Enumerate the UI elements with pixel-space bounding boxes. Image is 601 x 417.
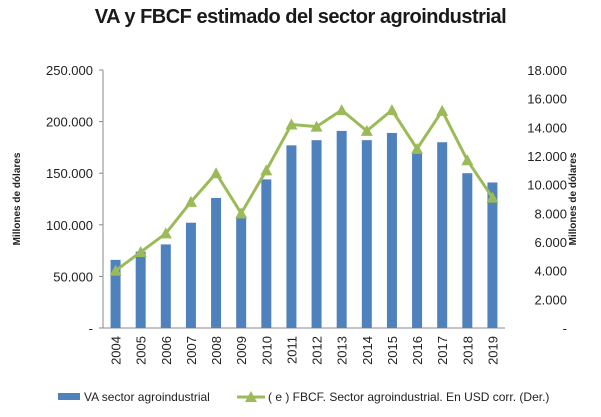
bar: [286, 145, 297, 328]
x-tick-label: 2012: [310, 336, 325, 365]
bar: [236, 216, 247, 328]
y-axis-label: Millones de dólares: [12, 152, 23, 245]
fbcf-point: [109, 264, 122, 276]
fbcf-point: [260, 164, 273, 176]
bar: [160, 244, 171, 328]
x-tick-label: 2009: [234, 336, 249, 365]
bar: [135, 251, 146, 328]
x-tick-label: 2007: [184, 336, 199, 365]
bar: [412, 151, 423, 328]
bar: [110, 259, 121, 328]
right-tick-label: 8.000: [534, 206, 567, 221]
bar: [336, 130, 347, 328]
left-tick-label: 200.000: [46, 115, 93, 130]
x-tick-label: 2011: [284, 336, 299, 364]
chart-title: VA y FBCF estimado del sector agroindust…: [94, 6, 507, 28]
fbcf-line: [114, 107, 494, 272]
bar: [185, 222, 196, 328]
fbcf-point: [159, 227, 172, 239]
right-tick-label: 14.000: [527, 120, 567, 135]
bar: [211, 197, 222, 328]
fbcf-point: [360, 124, 373, 136]
bar: [311, 140, 322, 328]
fbcf-point: [210, 167, 223, 179]
fbcf-point: [134, 246, 147, 258]
left-tick-label: -: [89, 321, 93, 336]
fbcf-point: [385, 104, 398, 116]
y2-axis-label: Millones de dólares: [568, 152, 579, 245]
legend-bar-label: VA sector agroindustrial: [84, 390, 210, 404]
right-tick-label: -: [563, 321, 567, 336]
right-tick-label: 2.000: [534, 292, 567, 307]
right-tick-label: 4.000: [534, 264, 567, 279]
x-tick-label: 2013: [335, 336, 350, 365]
x-tick-label: 2004: [109, 336, 124, 365]
right-tick-label: 16.000: [527, 92, 567, 107]
left-tick-label: 100.000: [46, 218, 93, 233]
x-tick-label: 2015: [385, 336, 400, 365]
x-tick-label: 2014: [360, 336, 375, 365]
x-tick-label: 2019: [485, 336, 500, 365]
fbcf-point: [411, 142, 424, 154]
x-tick-label: 2017: [435, 336, 450, 365]
fbcf-point: [235, 207, 248, 219]
legend-line-label: ( e ) FBCF. Sector agroindustrial. En US…: [268, 390, 549, 404]
x-tick-label: 2016: [410, 336, 425, 365]
right-tick-label: 10.000: [527, 178, 567, 193]
x-tick-label: 2005: [134, 336, 149, 365]
x-tick-label: 2008: [209, 336, 224, 365]
legend-line-marker: [245, 391, 257, 402]
right-tick-label: 12.000: [527, 149, 567, 164]
bar: [361, 140, 372, 328]
left-tick-label: 50.000: [53, 269, 93, 284]
right-tick-label: 18.000: [527, 63, 567, 78]
legend-bar-swatch: [58, 393, 80, 400]
x-tick-label: 2006: [159, 336, 174, 365]
left-tick-label: 150.000: [46, 166, 93, 181]
fbcf-point: [461, 154, 474, 166]
fbcf-point: [486, 191, 499, 203]
left-tick-label: 250.000: [46, 63, 93, 78]
x-tick-label: 2018: [460, 336, 475, 365]
bar: [462, 173, 473, 328]
fbcf-point: [184, 195, 197, 207]
right-tick-label: 6.000: [534, 235, 567, 250]
fbcf-point: [285, 118, 298, 130]
bar: [261, 179, 272, 328]
fbcf-point: [335, 104, 348, 116]
x-tick-label: 2010: [259, 336, 274, 365]
fbcf-point: [436, 104, 449, 116]
bar: [386, 132, 397, 328]
bar: [487, 182, 498, 328]
fbcf-point: [310, 120, 323, 132]
bar: [437, 142, 448, 328]
